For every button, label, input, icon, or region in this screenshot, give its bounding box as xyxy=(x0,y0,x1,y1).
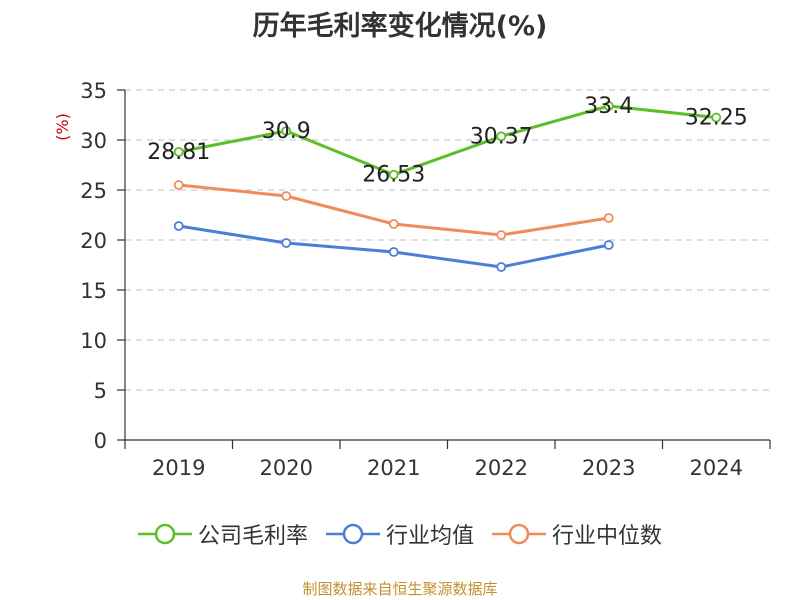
data-point xyxy=(173,180,184,190)
y-tick-label: 5 xyxy=(94,379,107,403)
data-label: 33.4 xyxy=(584,94,633,119)
legend-swatch-company xyxy=(137,523,192,545)
data-point xyxy=(388,169,399,180)
y-axis-label: (%) xyxy=(53,113,72,141)
legend-label-company: 公司毛利率 xyxy=(197,524,308,549)
data-point xyxy=(173,221,184,231)
y-tick-label: 10 xyxy=(80,329,107,353)
data-point xyxy=(496,262,507,272)
series-line xyxy=(178,224,610,269)
data-label: 26.53 xyxy=(362,163,425,188)
legend-item-industry-mean[interactable]: 行业均值 xyxy=(325,518,474,550)
data-point xyxy=(388,247,399,257)
x-tick-label: 2022 xyxy=(475,456,528,480)
legend-swatch-industry-median xyxy=(492,523,546,545)
legend-item-industry-median[interactable]: 行业中位数 xyxy=(492,518,662,550)
series-line xyxy=(178,104,717,177)
legend-label-industry-mean: 行业均值 xyxy=(385,524,474,549)
y-tick-label: 25 xyxy=(80,179,107,203)
data-point xyxy=(603,240,614,250)
data-point xyxy=(388,219,399,229)
data-point xyxy=(173,146,184,157)
x-tick-label: 2019 xyxy=(152,456,205,480)
y-tick-label: 35 xyxy=(80,79,107,103)
data-label: 30.9 xyxy=(262,119,311,144)
chart-title: 历年毛利率变化情况(%) xyxy=(252,11,548,42)
data-point xyxy=(711,112,722,123)
x-tick-label: 2021 xyxy=(367,456,420,480)
data-point xyxy=(603,213,614,223)
data-point xyxy=(496,230,507,240)
y-tick-label: 15 xyxy=(80,279,107,303)
data-label: 32.25 xyxy=(685,106,748,131)
data-point xyxy=(281,238,292,248)
y-tick-label: 30 xyxy=(80,129,107,153)
y-tick-label: 20 xyxy=(80,229,107,253)
legend-item-company[interactable]: 公司毛利率 xyxy=(137,518,308,550)
data-point xyxy=(281,126,292,136)
legend-swatch-industry-mean xyxy=(325,523,380,545)
data-label: 28.81 xyxy=(147,140,210,165)
x-tick-label: 2023 xyxy=(582,456,635,480)
y-tick-label: 0 xyxy=(94,429,107,453)
x-tick-label: 2024 xyxy=(690,456,743,480)
chart-legend: 公司毛利率 行业均值 行业中位数 xyxy=(0,518,800,550)
data-point xyxy=(281,191,292,201)
data-label: 30.37 xyxy=(470,124,533,149)
data-point xyxy=(496,131,507,142)
legend-label-industry-median: 行业中位数 xyxy=(552,524,663,549)
x-tick-label: 2020 xyxy=(260,456,313,480)
data-point xyxy=(603,101,614,111)
source-note: 制图数据来自恒生聚源数据库 xyxy=(302,580,498,598)
